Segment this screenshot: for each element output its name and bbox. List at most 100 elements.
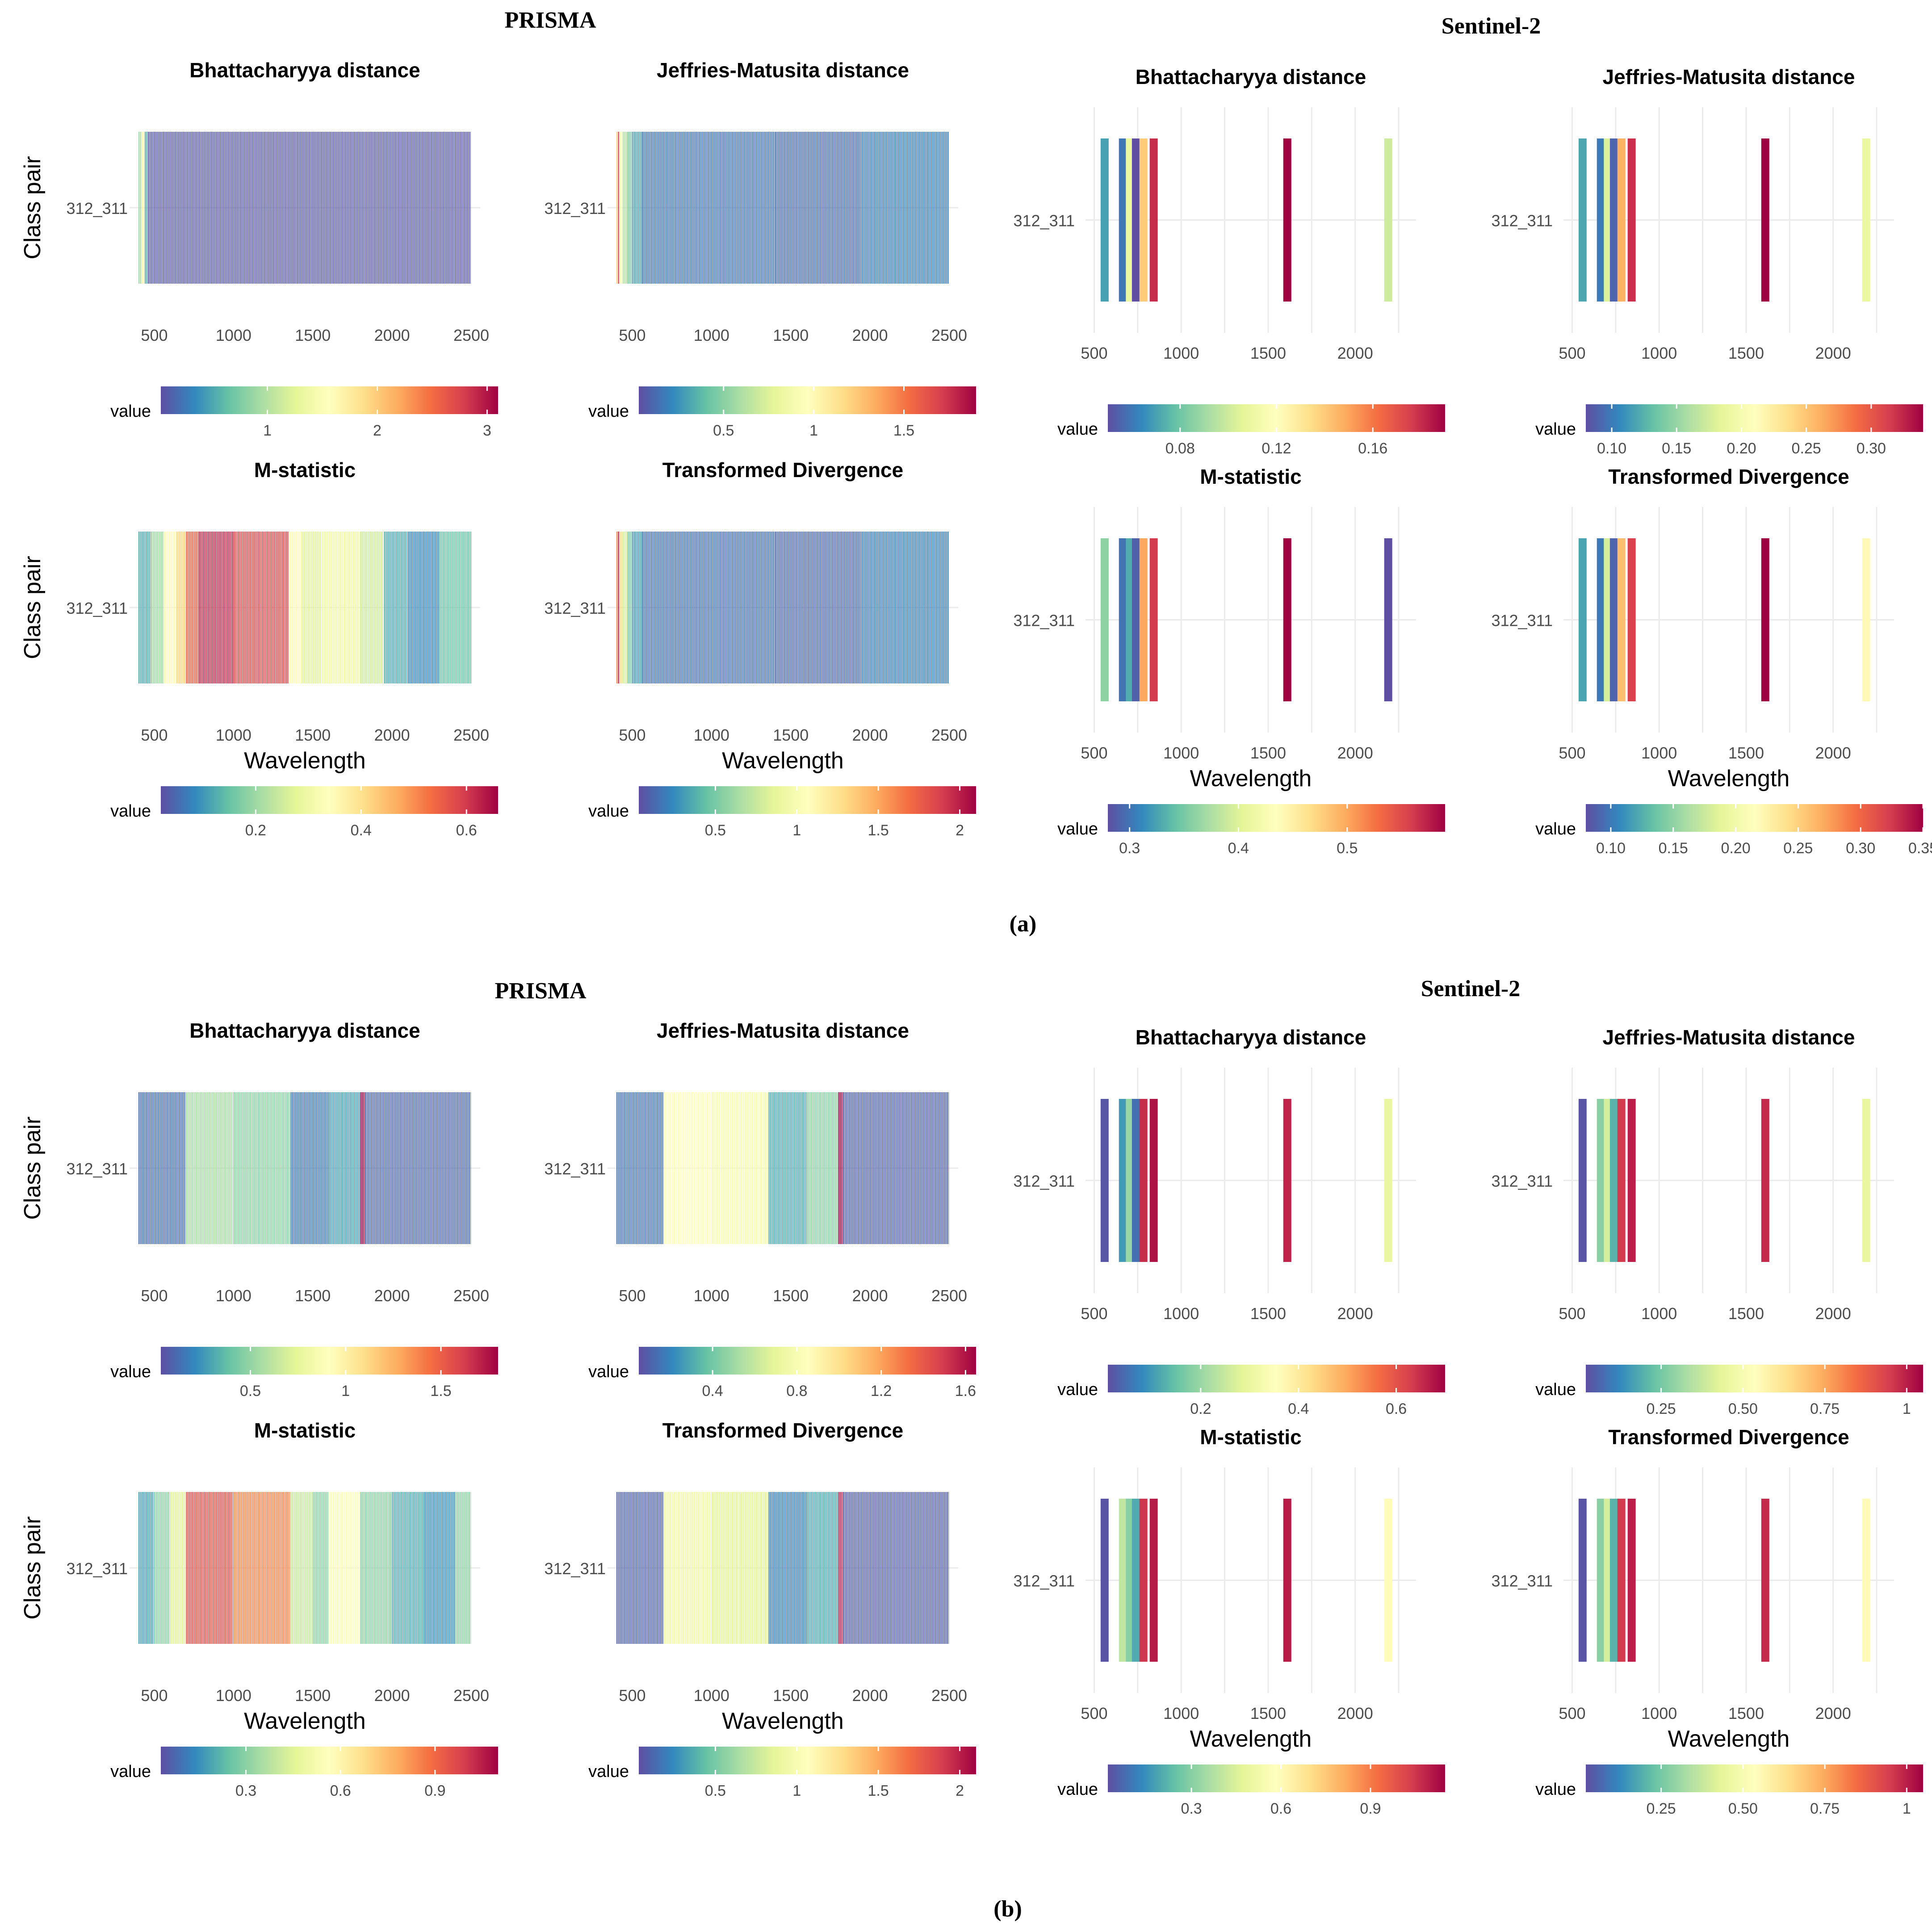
heat-cell	[702, 132, 703, 284]
heat-cell	[402, 1492, 404, 1644]
heat-cell	[729, 132, 730, 284]
category-label: 312_311	[1014, 612, 1075, 630]
panel-title: M-statistic	[1200, 465, 1301, 488]
heat-cell	[321, 132, 323, 284]
heat-cell	[455, 1492, 457, 1644]
x-tick-label: 500	[141, 1287, 168, 1305]
heat-cell	[937, 132, 939, 284]
heat-cell	[867, 1092, 868, 1244]
legend-tick-label: 0.50	[1728, 1400, 1758, 1417]
heat-cell	[276, 1092, 277, 1244]
heat-cell	[943, 132, 945, 284]
heat-cell	[383, 132, 384, 284]
heat-cell	[728, 1092, 729, 1244]
heat-cell	[654, 132, 655, 284]
heat-cell	[643, 1092, 645, 1244]
x-axis-label: Wavelength	[1190, 1726, 1312, 1752]
x-tick-label: 500	[619, 726, 645, 744]
heat-cell	[890, 532, 892, 683]
heat-cell	[655, 532, 657, 683]
heat-cell	[664, 1492, 665, 1644]
heat-cell	[758, 132, 759, 284]
heat-cell	[750, 132, 751, 284]
heat-cell	[904, 132, 905, 284]
heat-cell	[173, 1092, 174, 1244]
heat-cell	[832, 132, 834, 284]
heat-cell	[768, 132, 770, 284]
heat-cell	[313, 1092, 314, 1244]
heat-cell	[811, 1092, 812, 1244]
heat-cell	[842, 132, 844, 284]
heat-cell	[629, 132, 630, 284]
heat-cell	[627, 1492, 628, 1644]
heat-cell	[182, 1492, 184, 1644]
heat-cell	[317, 1492, 319, 1644]
heat-cell	[906, 1092, 908, 1244]
heat-cell	[825, 1092, 826, 1244]
legend-tick-label: 1	[792, 822, 801, 839]
heat-cell	[900, 132, 901, 284]
heat-cell	[910, 1092, 912, 1244]
heat-cell	[422, 1092, 423, 1244]
legend-title: value	[588, 1362, 629, 1381]
heat-cell	[463, 1492, 464, 1644]
heat-cell	[154, 1492, 155, 1644]
heat-cell	[271, 532, 272, 683]
heat-cell	[467, 1492, 469, 1644]
heat-cell	[803, 132, 805, 284]
heat-cell	[902, 132, 904, 284]
heat-cell	[749, 1092, 750, 1244]
heat-cell	[404, 1492, 405, 1644]
heat-cell	[621, 1492, 622, 1644]
heat-cell	[225, 132, 226, 284]
heat-cell	[891, 1092, 893, 1244]
heat-cell	[820, 532, 821, 683]
heat-cell	[394, 532, 396, 683]
x-axis-label: Wavelength	[244, 748, 366, 774]
heat-cell	[618, 1092, 619, 1244]
heat-cell	[853, 1092, 855, 1244]
heat-cell	[624, 1492, 625, 1644]
heat-cell	[310, 532, 312, 683]
heat-cell	[835, 532, 836, 683]
heat-cell	[205, 1092, 207, 1244]
x-tick-label: 1500	[1728, 344, 1764, 362]
heat-cell	[224, 532, 226, 683]
band-bar	[1578, 1499, 1587, 1662]
legend-tick-label: 3	[483, 422, 491, 439]
heat-cell	[435, 532, 436, 683]
heat-cell	[398, 1092, 399, 1244]
x-tick-label: 1000	[1163, 1304, 1199, 1323]
heat-cell	[439, 1492, 440, 1644]
heat-cell	[900, 532, 901, 683]
heat-cell	[206, 132, 208, 284]
category-label: 312_311	[67, 599, 128, 617]
heat-cell	[781, 132, 782, 284]
heat-cell	[727, 132, 729, 284]
sentinel-title-a: Sentinel-2	[1442, 13, 1541, 39]
heat-cell	[176, 1492, 177, 1644]
heat-cell	[903, 1092, 905, 1244]
heat-cell	[463, 1092, 464, 1244]
heat-cell	[182, 1092, 183, 1244]
heat-cell	[947, 1492, 948, 1644]
heat-cell	[771, 1092, 773, 1244]
heat-cell	[676, 1092, 677, 1244]
heat-cell	[209, 532, 210, 683]
heat-cell	[758, 532, 759, 683]
heat-cell	[253, 1492, 254, 1644]
panel-title: Transformed Divergence	[662, 1419, 903, 1442]
heat-cell	[637, 1492, 639, 1644]
heat-cell	[378, 532, 380, 683]
heat-cell	[768, 1092, 770, 1244]
heat-cell	[759, 1092, 761, 1244]
heat-cell	[253, 1092, 254, 1244]
heat-cell	[444, 532, 445, 683]
heat-cell	[942, 532, 943, 683]
heat-cell	[395, 1092, 396, 1244]
heat-cell	[161, 132, 163, 284]
band-bar	[1126, 538, 1134, 701]
heat-cell	[214, 532, 215, 683]
